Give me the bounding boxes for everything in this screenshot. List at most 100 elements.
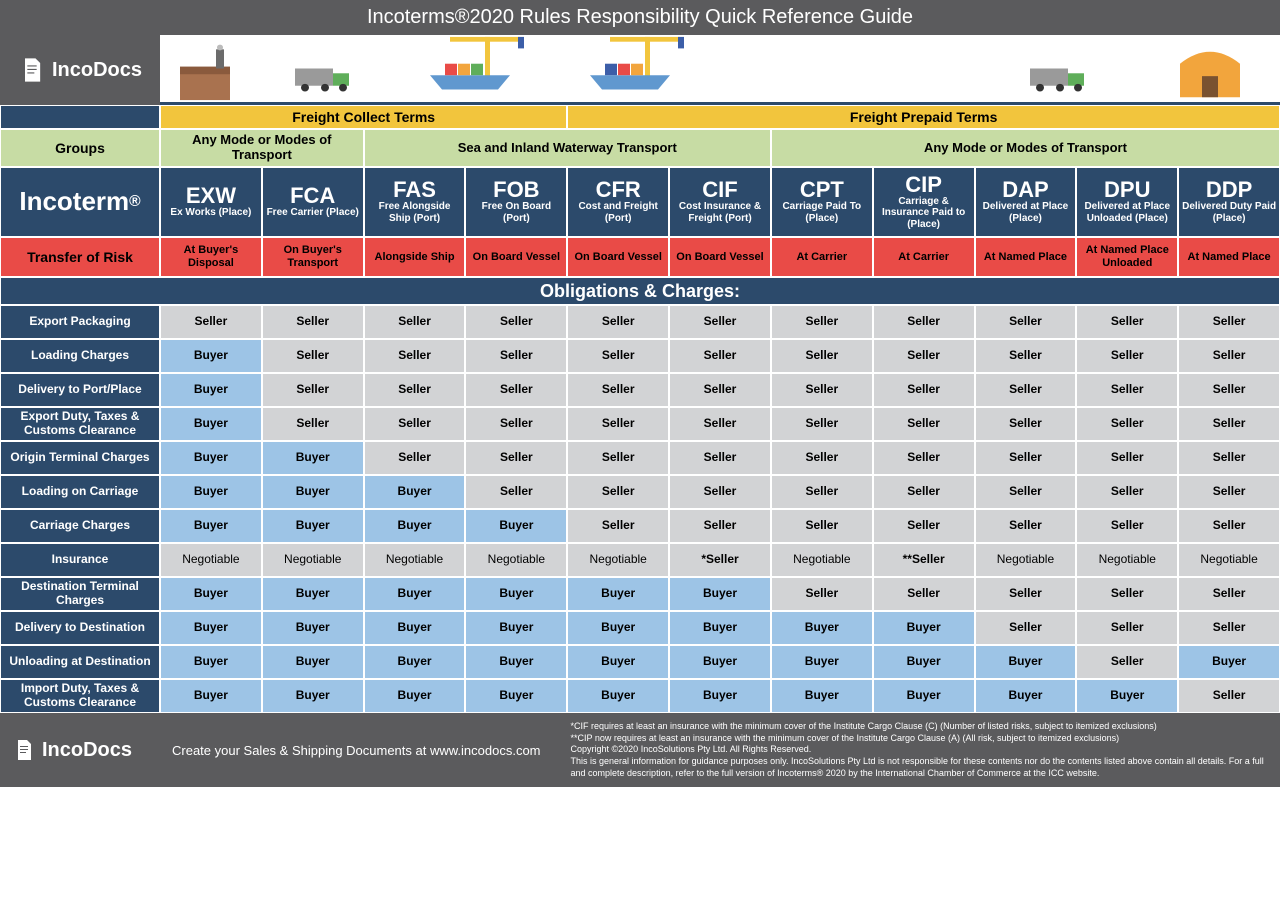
obligation-cell: Seller xyxy=(873,441,975,475)
obligation-cell: Buyer xyxy=(465,577,567,611)
footer-tagline: Create your Sales & Shipping Documents a… xyxy=(172,743,541,758)
obligation-cell: Seller xyxy=(567,441,669,475)
groups-label: Groups xyxy=(0,129,160,167)
obligation-cell: Buyer xyxy=(567,645,669,679)
risk-cfr: On Board Vessel xyxy=(567,237,669,277)
obligation-cell: Buyer xyxy=(364,509,466,543)
incoterm-cfr: CFRCost and Freight (Port) xyxy=(567,167,669,237)
obligation-cell: Buyer xyxy=(160,407,262,441)
obligation-cell: Seller xyxy=(364,339,466,373)
obligation-cell: Seller xyxy=(1178,305,1280,339)
obligation-cell: Buyer xyxy=(160,611,262,645)
obligation-cell: Buyer xyxy=(160,509,262,543)
supply-chain-illustration xyxy=(160,35,1280,105)
obligation-cell: Negotiable xyxy=(465,543,567,577)
obligation-cell: Buyer xyxy=(975,645,1077,679)
obligation-cell: Buyer xyxy=(262,679,364,713)
obligations-header: Obligations & Charges: xyxy=(0,277,1280,305)
brand-logo: IncoDocs xyxy=(0,35,160,105)
obligation-cell: Seller xyxy=(975,509,1077,543)
obligation-cell: Seller xyxy=(975,407,1077,441)
obligation-cell: Seller xyxy=(1076,407,1178,441)
obligation-cell: Seller xyxy=(262,407,364,441)
obligation-cell: Buyer xyxy=(465,611,567,645)
obligation-label: Destination Terminal Charges xyxy=(0,577,160,611)
obligation-cell: Buyer xyxy=(160,441,262,475)
obligation-cell: Buyer xyxy=(567,611,669,645)
footer: IncoDocs Create your Sales & Shipping Do… xyxy=(0,713,1280,787)
obligation-cell: Seller xyxy=(1076,305,1178,339)
obligation-cell: Buyer xyxy=(160,577,262,611)
obligation-label: Loading Charges xyxy=(0,339,160,373)
obligation-cell: Negotiable xyxy=(771,543,873,577)
obligation-label: Insurance xyxy=(0,543,160,577)
obligation-cell: Buyer xyxy=(873,679,975,713)
obligation-cell: Buyer xyxy=(873,645,975,679)
transport-group-1: Sea and Inland Waterway Transport xyxy=(364,129,771,167)
obligation-cell: Seller xyxy=(1178,577,1280,611)
obligation-cell: Seller xyxy=(975,373,1077,407)
obligation-cell: Seller xyxy=(669,475,771,509)
obligation-cell: Seller xyxy=(975,305,1077,339)
obligation-cell: Buyer xyxy=(364,611,466,645)
obligation-cell: Buyer xyxy=(771,611,873,645)
obligation-cell: Buyer xyxy=(262,441,364,475)
obligation-cell: Seller xyxy=(873,339,975,373)
obligation-label: Delivery to Destination xyxy=(0,611,160,645)
risk-exw: At Buyer's Disposal xyxy=(160,237,262,277)
obligation-cell: Buyer xyxy=(160,645,262,679)
obligation-cell: Seller xyxy=(771,475,873,509)
obligation-cell: Seller xyxy=(1178,679,1280,713)
risk-fob: On Board Vessel xyxy=(465,237,567,277)
obligation-cell: Seller xyxy=(771,373,873,407)
obligation-cell: Seller xyxy=(771,441,873,475)
obligation-cell: Buyer xyxy=(771,679,873,713)
footer-legal: *CIF requires at least an insurance with… xyxy=(571,721,1268,779)
obligation-cell: Buyer xyxy=(262,475,364,509)
obligation-cell: Seller xyxy=(364,305,466,339)
obligation-cell: Seller xyxy=(1076,577,1178,611)
obligation-cell: Seller xyxy=(975,475,1077,509)
obligation-cell: Negotiable xyxy=(160,543,262,577)
obligation-cell: Seller xyxy=(1076,645,1178,679)
obligation-cell: Seller xyxy=(975,611,1077,645)
obligation-cell: Seller xyxy=(1178,407,1280,441)
obligation-cell: Seller xyxy=(262,305,364,339)
obligation-cell: Buyer xyxy=(669,679,771,713)
obligation-cell: Buyer xyxy=(771,645,873,679)
obligation-cell: Buyer xyxy=(160,373,262,407)
incoterm-cip: CIPCarriage & Insurance Paid to (Place) xyxy=(873,167,975,237)
incoterms-table: Freight Collect TermsFreight Prepaid Ter… xyxy=(0,105,1280,713)
incoterm-fob: FOBFree On Board (Port) xyxy=(465,167,567,237)
obligation-cell: Seller xyxy=(465,441,567,475)
obligation-cell: Seller xyxy=(567,305,669,339)
obligation-cell: Buyer xyxy=(160,679,262,713)
obligation-label: Import Duty, Taxes & Customs Clearance xyxy=(0,679,160,713)
obligation-cell: Buyer xyxy=(465,645,567,679)
incoterm-dpu: DPUDelivered at Place Unloaded (Place) xyxy=(1076,167,1178,237)
obligation-cell: Buyer xyxy=(975,679,1077,713)
obligation-cell: Seller xyxy=(873,475,975,509)
obligation-label: Export Packaging xyxy=(0,305,160,339)
obligation-cell: Seller xyxy=(567,373,669,407)
risk-fca: On Buyer's Transport xyxy=(262,237,364,277)
obligation-cell: Seller xyxy=(1076,611,1178,645)
obligation-cell: Seller xyxy=(1178,373,1280,407)
risk-cif: On Board Vessel xyxy=(669,237,771,277)
obligation-cell: Negotiable xyxy=(1178,543,1280,577)
obligation-cell: Negotiable xyxy=(262,543,364,577)
obligation-cell: Seller xyxy=(364,441,466,475)
obligation-cell: Buyer xyxy=(262,611,364,645)
obligation-cell: Seller xyxy=(771,577,873,611)
obligation-cell: Seller xyxy=(669,509,771,543)
risk-ddp: At Named Place xyxy=(1178,237,1280,277)
obligation-cell: Seller xyxy=(1076,509,1178,543)
risk-dpu: At Named Place Unloaded xyxy=(1076,237,1178,277)
obligation-cell: Seller xyxy=(669,373,771,407)
risk-fas: Alongside Ship xyxy=(364,237,466,277)
obligation-cell: Buyer xyxy=(567,577,669,611)
risk-cip: At Carrier xyxy=(873,237,975,277)
transfer-risk-label: Transfer of Risk xyxy=(0,237,160,277)
obligation-cell: Buyer xyxy=(160,339,262,373)
obligation-cell: Buyer xyxy=(262,577,364,611)
